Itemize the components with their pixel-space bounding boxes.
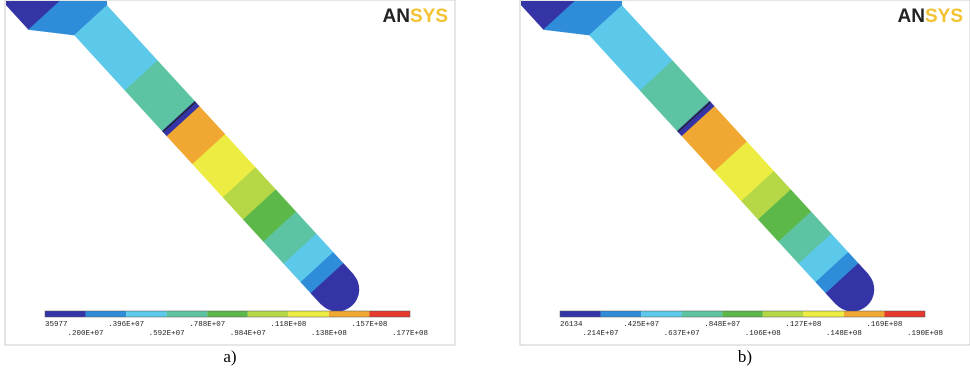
legend-label: .177E+08 (392, 330, 428, 338)
legend-swatch (843, 311, 885, 317)
legend-label: .138E+08 (311, 330, 347, 338)
legend-swatch (207, 311, 248, 317)
legend-swatch (247, 311, 289, 317)
legend-label: .127E+08 (785, 321, 821, 329)
legend-swatch (85, 311, 127, 317)
logo: ANSYS (898, 6, 963, 27)
logo: ANSYS (383, 6, 448, 27)
legend-label: .106E+08 (745, 330, 781, 338)
legend-label: 26134 (560, 321, 583, 329)
legend-label: .200E+07 (68, 330, 104, 338)
end-cap (321, 274, 360, 312)
legend-swatch (166, 311, 208, 317)
legend-swatch (328, 311, 370, 317)
legend-swatch (369, 311, 410, 317)
legend-label: .848E+07 (704, 321, 740, 329)
legend-label: .169E+08 (866, 321, 902, 329)
legend-border (44, 310, 411, 318)
legend-label: .148E+08 (826, 330, 862, 338)
end-cap (836, 274, 875, 312)
section-line (677, 101, 711, 133)
legend-swatch (126, 311, 167, 317)
legend-label: .190E+08 (907, 330, 943, 338)
logo-light: SYS (925, 6, 963, 27)
contour-band (310, 263, 354, 305)
caption: a) (223, 347, 236, 366)
legend-swatch (560, 311, 601, 317)
legend-label: .396E+07 (108, 321, 144, 329)
legend-label: .637E+07 (664, 330, 700, 338)
legend-swatch (641, 311, 682, 317)
legend-label: .157E+08 (351, 321, 387, 329)
legend-swatch (722, 311, 763, 317)
logo-light: SYS (410, 6, 448, 27)
legend-label: .788E+07 (189, 321, 225, 329)
panel: ANSYS 35977.200E+07 .396E+07 .592E+07 .788E+… (4, 0, 456, 366)
shaft (6, 1, 360, 312)
shaft (521, 1, 875, 312)
legend-label: .984E+07 (230, 330, 266, 338)
legend-label: .592E+07 (149, 330, 185, 338)
legend-swatch (45, 311, 86, 317)
logo-dark: AN (898, 6, 925, 27)
legend-swatch (681, 311, 723, 317)
legend-swatch (884, 311, 925, 317)
legend-swatch (803, 311, 844, 317)
section-line (162, 101, 196, 133)
legend-label: .425E+07 (623, 321, 659, 329)
legend-border (559, 310, 926, 318)
legend-swatch (600, 311, 642, 317)
model (6, 1, 360, 312)
legend-label: .118E+08 (270, 321, 306, 329)
logo-dark: AN (383, 6, 410, 27)
panel: ANSYS 26134.214E+07 .425E+07 .637E+07 .848E+… (519, 0, 970, 366)
caption: b) (738, 347, 752, 366)
legend-swatch (288, 311, 329, 317)
model (521, 1, 875, 312)
legend-label: 35977 (45, 321, 68, 329)
legend-label: .214E+07 (583, 330, 619, 338)
legend-swatch (762, 311, 804, 317)
